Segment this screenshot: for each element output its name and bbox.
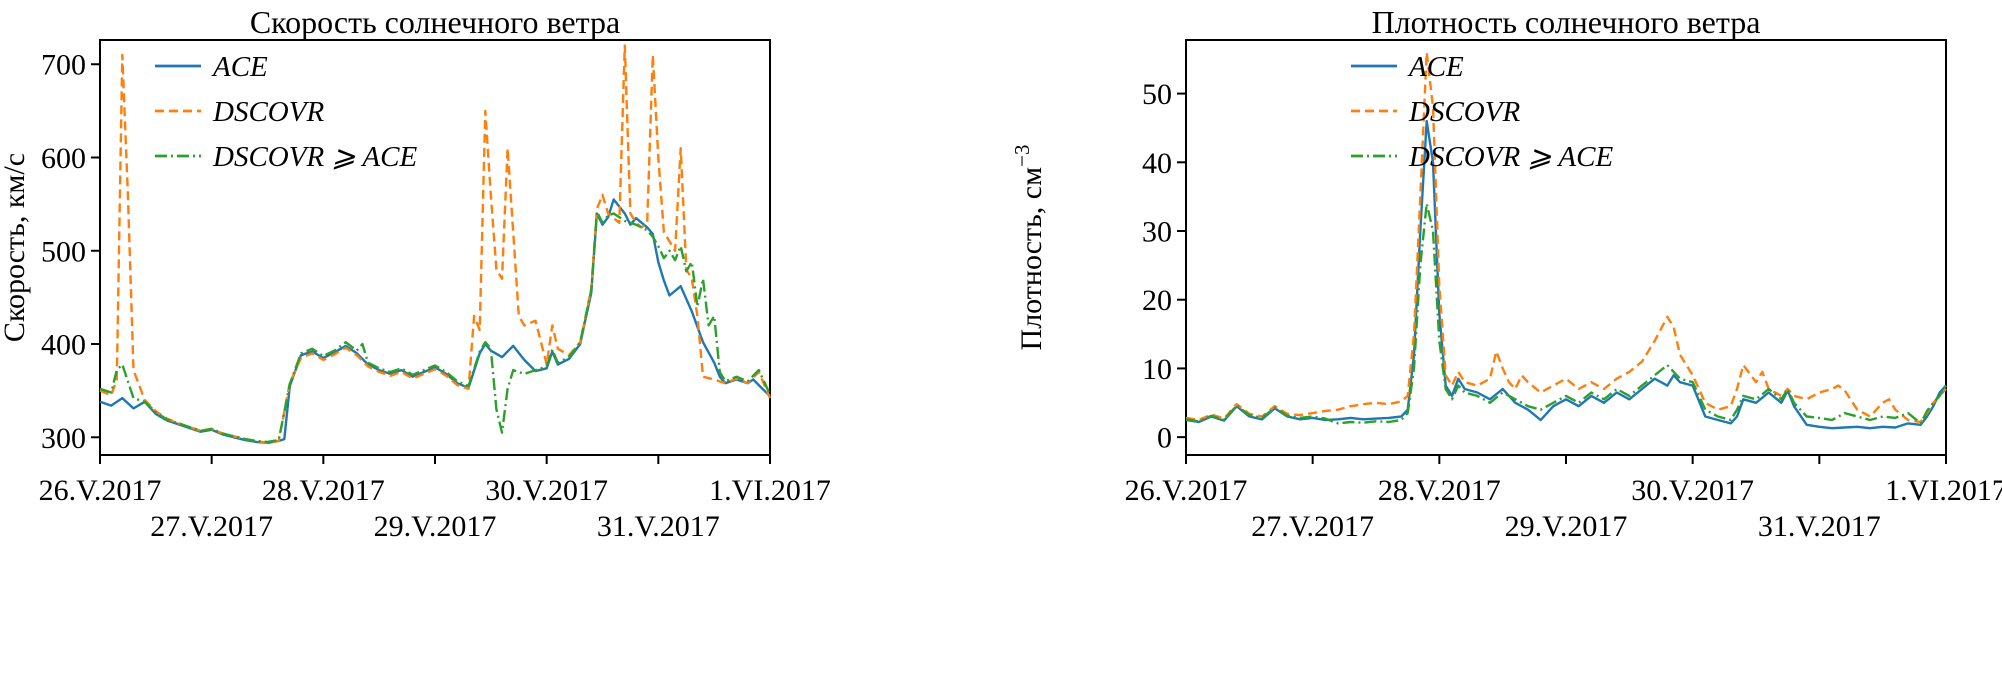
y-tick-label: 400 <box>41 329 86 362</box>
speed-chart: Скорость солнечного ветра 300 400 500 600 70… <box>0 4 831 543</box>
speed-plot: 300 400 500 600 700 26.V.201727.V.201728.V.20… <box>0 39 831 543</box>
density-chart-title: Плотность солнечного ветра <box>1371 4 1761 40</box>
y-tick-label: 500 <box>41 235 86 268</box>
y-tick-label: 40 <box>1142 147 1172 180</box>
series-line-ace <box>1185 119 1947 430</box>
legend-label: ACE <box>1407 51 1464 83</box>
x-tick-label: 30.V.2017 <box>1631 474 1754 507</box>
x-tick-label: 27.V.2017 <box>150 510 273 543</box>
y-tick-label: 300 <box>41 422 86 455</box>
legend-item-dscovr: DSCOVR <box>1351 96 1520 128</box>
x-tick-label: 31.V.2017 <box>597 510 720 543</box>
legend-item-dscovr-ace: DSCOVR ⩾ ACE <box>155 141 417 173</box>
x-tick-label: 1.VI.2017 <box>1885 474 2002 507</box>
density-plot: 0 10 20 30 40 50 26.V.201727.V.201728.V.201729… <box>1010 39 2002 543</box>
density-chart: Плотность солнечного ветра 0 10 20 30 40 50 26… <box>1001 0 2002 695</box>
plot-frame <box>99 39 771 456</box>
x-tick-label: 1.VI.2017 <box>709 474 831 507</box>
x-tick-label: 28.V.2017 <box>1378 474 1501 507</box>
legend-item-dscovr: DSCOVR <box>155 96 324 128</box>
legend-item-dscovr-ace: DSCOVR ⩾ ACE <box>1351 141 1613 173</box>
legend-item-ace: ACE <box>155 51 268 83</box>
x-tick-label: 26.V.2017 <box>1125 474 1248 507</box>
y-tick-label: 50 <box>1142 78 1172 111</box>
series-line-dscovr <box>1185 51 1947 424</box>
series-line-dscovr <box>99 44 772 445</box>
y-tick-label: 600 <box>41 142 86 175</box>
y-tick-label: 700 <box>41 49 86 82</box>
y-tick-label: 20 <box>1142 284 1172 317</box>
legend-label: DSCOVR ⩾ ACE <box>1408 141 1613 173</box>
series-line-dscovr-ace <box>99 210 772 444</box>
y-axis-label: Скорость, км/с <box>0 153 31 342</box>
x-tick-label: 31.V.2017 <box>1758 510 1881 543</box>
x-tick-label: 28.V.2017 <box>262 474 385 507</box>
legend-item-ace: ACE <box>1351 51 1464 83</box>
y-tick-label: 30 <box>1142 216 1172 249</box>
series-line-ace <box>99 198 771 445</box>
x-tick-label: 27.V.2017 <box>1251 510 1374 543</box>
x-tick-label: 29.V.2017 <box>374 510 497 543</box>
x-tick-label: 26.V.2017 <box>39 474 162 507</box>
legend-label: ACE <box>211 51 268 83</box>
y-tick-label: 0 <box>1157 422 1172 455</box>
x-tick-label: 29.V.2017 <box>1505 510 1628 543</box>
legend-label: DSCOVR <box>1408 96 1520 128</box>
plot-frame <box>1185 39 1947 456</box>
legend-label: DSCOVR <box>212 96 324 128</box>
series-line-dscovr-ace <box>1185 202 1948 425</box>
y-tick-label: 10 <box>1142 353 1172 386</box>
y-axis-label: Плотность, см−3 <box>1010 145 1048 351</box>
x-tick-label: 30.V.2017 <box>485 474 608 507</box>
legend-label: DSCOVR ⩾ ACE <box>212 141 417 173</box>
speed-chart-title: Скорость солнечного ветра <box>249 4 621 40</box>
